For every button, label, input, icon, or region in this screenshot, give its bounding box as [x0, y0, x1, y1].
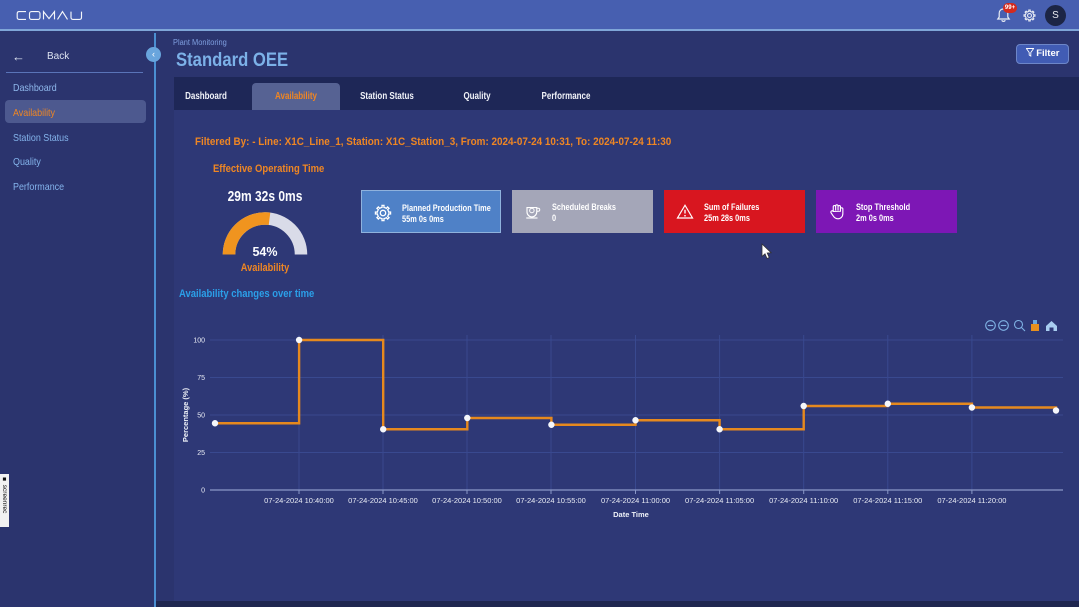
svg-text:50: 50 [197, 413, 205, 420]
svg-text:07-24-2024 11:00:00: 07-24-2024 11:00:00 [601, 496, 670, 505]
svg-text:Percentage (%): Percentage (%) [181, 387, 190, 442]
svg-text:07-24-2024 11:20:00: 07-24-2024 11:20:00 [937, 496, 1006, 505]
svg-text:07-24-2024 10:55:00: 07-24-2024 10:55:00 [516, 496, 586, 505]
svg-text:07-24-2024 11:05:00: 07-24-2024 11:05:00 [685, 496, 754, 505]
svg-text:Date Time: Date Time [613, 510, 649, 519]
svg-text:07-24-2024 11:10:00: 07-24-2024 11:10:00 [769, 496, 838, 505]
svg-text:07-24-2024 10:40:00: 07-24-2024 10:40:00 [264, 496, 334, 505]
svg-text:0: 0 [201, 488, 205, 495]
svg-text:07-24-2024 11:15:00: 07-24-2024 11:15:00 [853, 496, 922, 505]
svg-text:25: 25 [197, 450, 205, 457]
svg-text:100: 100 [193, 338, 205, 345]
svg-text:07-24-2024 10:50:00: 07-24-2024 10:50:00 [432, 496, 502, 505]
svg-text:07-24-2024 10:45:00: 07-24-2024 10:45:00 [348, 496, 418, 505]
svg-text:75: 75 [197, 375, 205, 382]
